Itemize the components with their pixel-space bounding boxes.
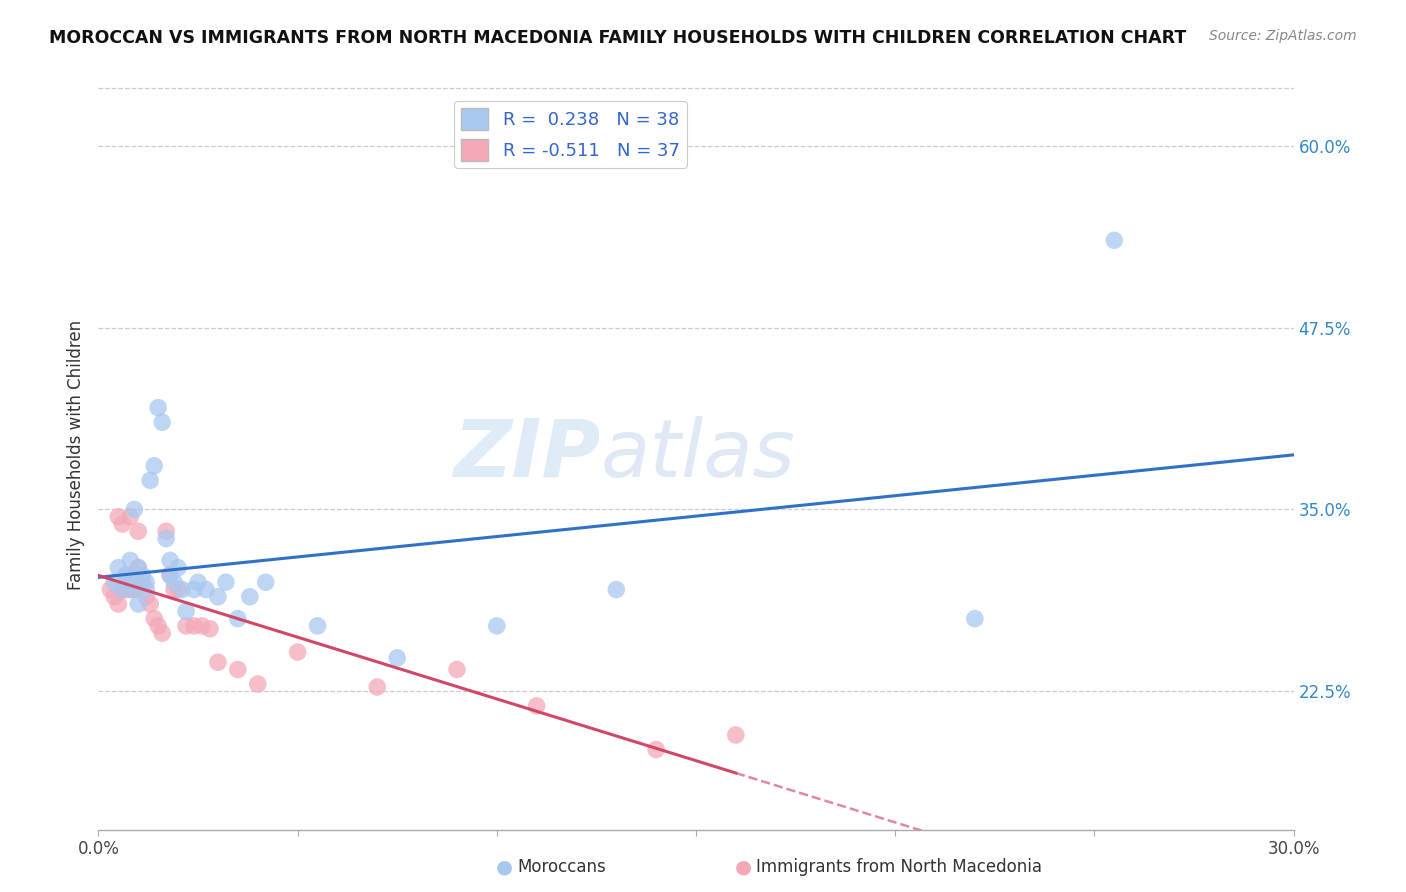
Point — [163, 582, 186, 597]
Point — [124, 502, 146, 516]
Point — [167, 560, 190, 574]
Point — [120, 509, 142, 524]
Point — [111, 582, 134, 597]
Point — [159, 553, 181, 567]
Point — [207, 590, 229, 604]
Point — [246, 677, 269, 691]
Point — [131, 568, 153, 582]
Point — [174, 604, 197, 618]
Point — [139, 474, 162, 488]
Point — [163, 575, 186, 590]
Point — [143, 611, 166, 625]
Point — [172, 582, 194, 597]
Text: ZIP: ZIP — [453, 416, 600, 494]
Point — [98, 582, 122, 597]
Point — [724, 728, 747, 742]
Point — [150, 415, 173, 429]
Point — [191, 619, 214, 633]
Point — [115, 568, 138, 582]
Point — [645, 742, 668, 756]
Point — [485, 619, 508, 633]
Point — [187, 575, 209, 590]
Point — [111, 516, 134, 531]
Point — [111, 582, 134, 597]
Point — [226, 611, 249, 625]
Point — [287, 645, 309, 659]
Point — [155, 532, 177, 546]
Point — [127, 524, 149, 539]
Point — [446, 663, 468, 677]
Point — [107, 560, 129, 574]
Point — [148, 401, 170, 415]
Point — [174, 619, 197, 633]
Point — [124, 582, 146, 597]
Point — [254, 575, 277, 590]
Point — [307, 619, 329, 633]
Point — [605, 582, 627, 597]
Point — [207, 655, 229, 669]
Point — [131, 575, 153, 590]
Point — [195, 582, 218, 597]
Text: atlas: atlas — [600, 416, 796, 494]
Point — [107, 597, 129, 611]
Point — [167, 582, 190, 597]
Text: Moroccans: Moroccans — [517, 858, 606, 876]
Point — [124, 568, 146, 582]
Point — [963, 611, 986, 625]
Point — [385, 651, 409, 665]
Point — [155, 524, 177, 539]
Point — [183, 619, 205, 633]
Text: ●: ● — [735, 857, 752, 877]
Point — [124, 582, 146, 597]
Point — [183, 582, 205, 597]
Legend: R =  0.238   N = 38, R = -0.511   N = 37: R = 0.238 N = 38, R = -0.511 N = 37 — [454, 101, 688, 168]
Point — [526, 698, 548, 713]
Point — [143, 458, 166, 473]
Point — [120, 575, 142, 590]
Text: MOROCCAN VS IMMIGRANTS FROM NORTH MACEDONIA FAMILY HOUSEHOLDS WITH CHILDREN CORR: MOROCCAN VS IMMIGRANTS FROM NORTH MACEDO… — [49, 29, 1187, 46]
Point — [103, 590, 125, 604]
Point — [148, 619, 170, 633]
Point — [120, 553, 142, 567]
Point — [239, 590, 262, 604]
Point — [103, 575, 125, 590]
Text: ●: ● — [496, 857, 513, 877]
Point — [226, 663, 249, 677]
Point — [198, 622, 221, 636]
Point — [120, 582, 142, 597]
Point — [139, 597, 162, 611]
Point — [366, 680, 388, 694]
Point — [135, 590, 157, 604]
Text: Source: ZipAtlas.com: Source: ZipAtlas.com — [1209, 29, 1357, 43]
Point — [159, 568, 181, 582]
Point — [135, 575, 157, 590]
Point — [127, 560, 149, 574]
Point — [127, 597, 149, 611]
Y-axis label: Family Households with Children: Family Households with Children — [66, 320, 84, 590]
Point — [115, 568, 138, 582]
Point — [215, 575, 238, 590]
Point — [159, 568, 181, 582]
Point — [150, 626, 173, 640]
Point — [1104, 233, 1126, 247]
Point — [135, 582, 157, 597]
Point — [115, 582, 138, 597]
Text: Immigrants from North Macedonia: Immigrants from North Macedonia — [756, 858, 1042, 876]
Point — [127, 560, 149, 574]
Point — [107, 509, 129, 524]
